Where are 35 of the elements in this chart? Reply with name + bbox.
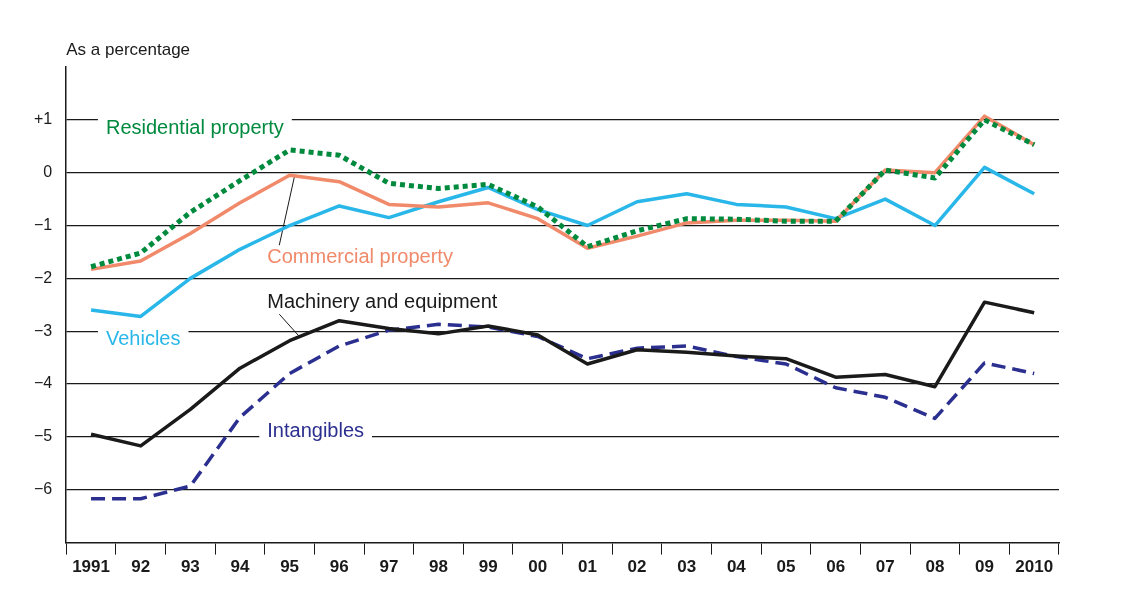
x-tick-label: 92 [131, 557, 151, 577]
x-tick-label: 93 [180, 557, 200, 577]
y-tick-label: −1 [33, 215, 53, 233]
x-tick-label: 09 [975, 557, 994, 577]
x-tick-label: 05 [776, 557, 796, 577]
y-tick-label: −4 [33, 374, 53, 392]
y-tick-label: −2 [33, 268, 53, 286]
x-tick-label: 95 [280, 557, 300, 577]
x-tick-label: 1991 [72, 557, 110, 577]
x-tick-label: 08 [925, 557, 945, 577]
y-tick-label: 0 [43, 163, 53, 181]
x-tick-label: 2010 [1015, 557, 1054, 577]
y-axis-title: As a percentage [66, 40, 191, 60]
x-tick-label: 96 [329, 557, 349, 577]
x-tick-label: 06 [826, 557, 846, 577]
y-tick-label: −5 [33, 427, 53, 445]
line-series [89, 322, 1036, 501]
x-tick-label: 97 [379, 557, 399, 577]
x-tick-label: 01 [577, 557, 597, 577]
x-tick-label: 94 [230, 557, 250, 577]
x-tick-label: 03 [677, 557, 697, 577]
series-label: Residential property [105, 116, 284, 139]
y-tick-label: −3 [33, 321, 53, 339]
series-label: Commercial property [267, 244, 453, 267]
x-tick-label: 98 [429, 557, 448, 577]
series-label: Intangibles [267, 419, 365, 442]
x-tick-label: 02 [627, 557, 647, 577]
x-tick-label: 07 [875, 557, 895, 577]
series-label: Machinery and equipment [267, 289, 498, 312]
y-tick-label: +1 [33, 110, 53, 128]
y-tick-label: −6 [33, 480, 53, 498]
series-label: Vehicles [105, 326, 181, 349]
x-tick-label: 99 [478, 557, 498, 577]
x-tick-label: 04 [726, 557, 747, 577]
x-tick-label: 00 [528, 557, 548, 577]
